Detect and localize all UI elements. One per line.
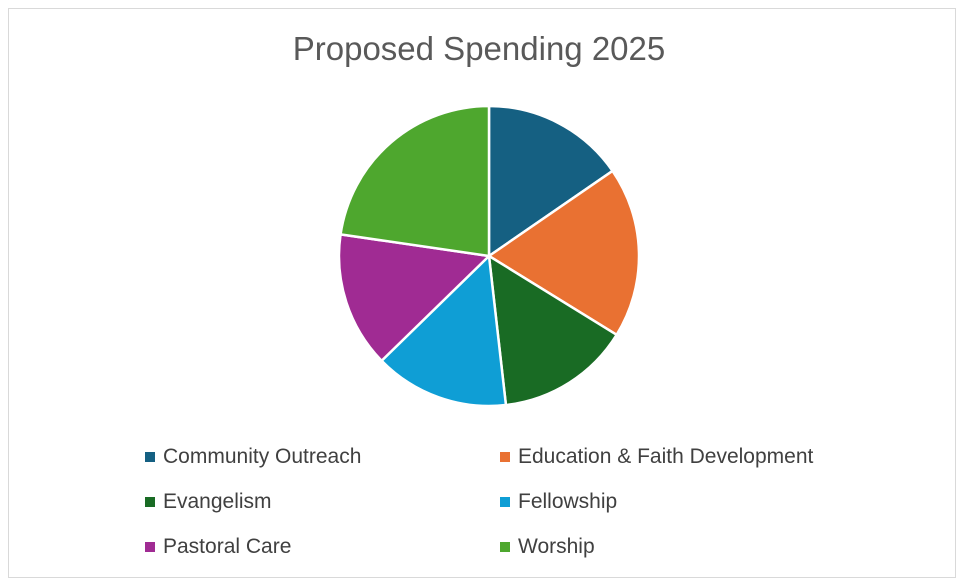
legend-swatch: [145, 497, 155, 507]
legend-item-fellowship: Fellowship: [500, 487, 617, 517]
legend-item-evangelism: Evangelism: [145, 487, 272, 517]
legend-label: Evangelism: [163, 490, 272, 513]
pie-slice-pastoral-care: [337, 233, 491, 362]
legend-item-worship: Worship: [500, 532, 595, 562]
legend-swatch: [500, 542, 510, 552]
legend-item-pastoral-care: Pastoral Care: [145, 532, 291, 562]
legend-swatch: [145, 542, 155, 552]
legend-swatch: [145, 452, 155, 462]
legend-label: Community Outreach: [163, 445, 362, 468]
pie-slice-education-faith-development: [487, 169, 641, 337]
pie-slice-fellowship: [380, 254, 508, 408]
pie-slice-worship: [339, 104, 491, 258]
legend-label: Worship: [518, 535, 595, 558]
legend-label: Pastoral Care: [163, 535, 292, 558]
legend-item-education-faith-development: Education & Faith Development: [500, 442, 813, 472]
legend-swatch: [500, 452, 510, 462]
legend-swatch: [500, 497, 510, 507]
legend-label: Education & Faith Development: [518, 445, 814, 468]
pie-slice-evangelism: [487, 254, 618, 407]
legend-item-community-outreach: Community Outreach: [145, 442, 361, 472]
pie-slice-community-outreach: [487, 104, 614, 258]
legend-label: Fellowship: [518, 490, 618, 513]
chart-title: Proposed Spending 2025: [292, 30, 666, 67]
